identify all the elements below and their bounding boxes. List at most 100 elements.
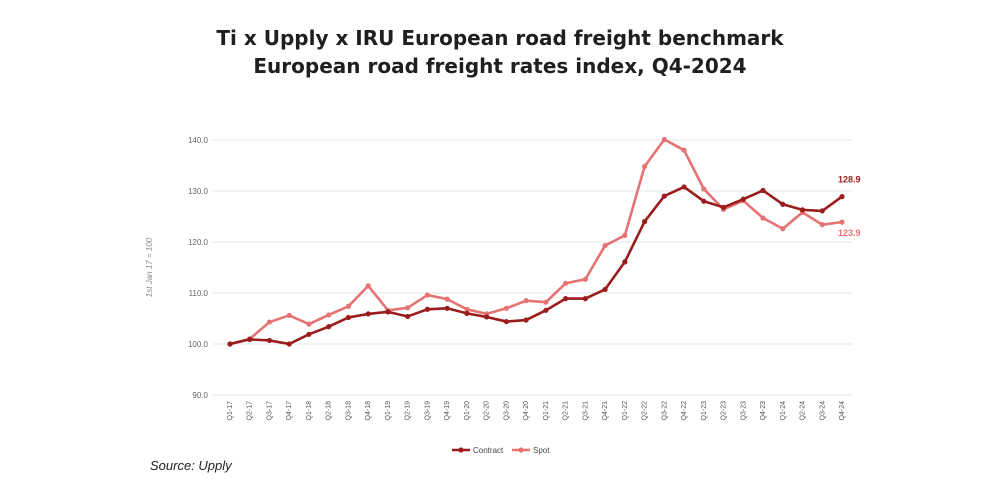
data-point-spot — [405, 305, 411, 311]
end-label-spot: 123.9 — [838, 228, 861, 238]
data-point-spot — [563, 280, 569, 286]
x-tick-label: Q3-20 — [503, 401, 510, 421]
data-point-spot — [681, 147, 687, 153]
y-tick-label: 120.0 — [188, 238, 209, 247]
data-point-spot — [641, 163, 648, 170]
data-point-contract — [326, 324, 332, 330]
data-point-spot — [819, 222, 825, 228]
x-tick-label: Q4-18 — [365, 401, 372, 421]
x-tick-label: Q1-20 — [464, 401, 471, 421]
data-point-contract — [503, 318, 509, 325]
legend-label-contract: Contract — [473, 446, 504, 455]
data-point-contract — [780, 201, 786, 207]
data-point-spot — [503, 305, 509, 311]
x-tick-label: Q1-17 — [227, 401, 234, 421]
x-tick-label: Q3-17 — [266, 401, 273, 421]
data-point-spot — [345, 303, 352, 309]
data-point-contract — [227, 341, 233, 347]
series-line-spot — [229, 138, 843, 346]
data-point-contract — [602, 286, 608, 293]
x-tick-label: Q1-22 — [622, 401, 629, 421]
x-tick-label: Q4-23 — [760, 401, 767, 421]
x-tick-label: Q1-21 — [543, 401, 550, 421]
data-point-contract — [444, 305, 450, 311]
x-tick-label: Q4-22 — [681, 401, 688, 421]
y-tick-label: 90.0 — [192, 391, 208, 400]
data-point-spot — [523, 298, 529, 304]
x-tick-label: Q2-24 — [800, 401, 807, 421]
data-point-contract — [306, 331, 312, 337]
data-point-spot — [701, 186, 707, 192]
x-tick-label: Q2-19 — [405, 401, 412, 421]
data-point-spot — [326, 312, 332, 318]
x-tick-label: Q1-18 — [306, 401, 313, 421]
x-tick-label: Q2-17 — [247, 401, 254, 421]
chart-title-line1: Ti x Upply x IRU European road freight b… — [216, 26, 784, 50]
data-point-contract — [582, 296, 588, 302]
x-tick-label: Q3-23 — [740, 401, 747, 421]
x-tick-label: Q1-23 — [701, 401, 708, 421]
data-point-contract — [523, 317, 529, 323]
data-point-spot — [365, 283, 371, 289]
data-point-spot — [602, 242, 608, 249]
x-tick-label: Q4-19 — [444, 401, 451, 421]
data-point-contract — [385, 309, 391, 315]
series-line-contract — [229, 185, 843, 346]
x-tick-label: Q4-21 — [602, 401, 609, 421]
x-tick-label: Q3-19 — [424, 401, 431, 421]
x-tick-label: Q3-18 — [345, 401, 352, 421]
legend-marker-contract — [458, 447, 464, 453]
data-point-contract — [661, 193, 667, 199]
data-point-contract — [464, 310, 470, 316]
x-tick-label: Q3-24 — [819, 401, 826, 421]
data-point-contract — [266, 337, 273, 344]
data-point-contract — [839, 194, 845, 200]
y-tick-label: 130.0 — [188, 187, 209, 196]
data-point-spot — [464, 306, 470, 312]
data-point-contract — [365, 311, 371, 317]
legend-marker-spot — [518, 447, 524, 453]
data-point-spot — [444, 296, 450, 302]
data-point-spot — [780, 226, 786, 232]
data-point-spot — [286, 312, 292, 319]
x-tick-label: Q4-20 — [523, 401, 530, 421]
x-tick-label: Q2-18 — [326, 401, 333, 421]
end-label-contract: 128.9 — [838, 175, 861, 185]
x-tick-label: Q2-23 — [721, 401, 728, 421]
data-point-contract — [819, 208, 825, 214]
data-point-spot — [661, 136, 667, 143]
data-point-contract — [543, 307, 549, 313]
y-tick-label: 140.0 — [188, 136, 209, 145]
x-tick-label: Q2-21 — [563, 401, 570, 421]
x-tick-label: Q2-22 — [642, 401, 649, 421]
data-point-spot — [543, 299, 549, 305]
data-point-contract — [424, 306, 431, 312]
data-point-spot — [306, 321, 312, 327]
data-point-spot — [839, 219, 845, 225]
data-point-contract — [740, 196, 746, 202]
data-point-contract — [247, 336, 253, 343]
data-point-contract — [345, 314, 352, 321]
data-point-contract — [799, 207, 806, 213]
x-tick-label: Q3-21 — [582, 401, 589, 421]
data-point-spot — [266, 319, 273, 325]
data-point-contract — [681, 184, 687, 190]
source-note: Source: Upply — [150, 458, 232, 473]
y-axis-label: 1st Jan 17 = 100 — [145, 237, 154, 297]
data-point-spot — [582, 276, 588, 282]
x-tick-label: Q1-19 — [385, 401, 392, 421]
legend-label-spot: Spot — [533, 446, 550, 455]
data-point-spot — [622, 232, 628, 238]
data-point-contract — [701, 198, 707, 204]
x-tick-label: Q2-20 — [484, 401, 491, 421]
data-point-contract — [405, 313, 411, 320]
chart-title-line2: European road freight rates index, Q4-20… — [253, 54, 747, 78]
y-tick-label: 110.0 — [189, 289, 209, 298]
data-point-spot — [424, 292, 431, 298]
data-point-contract — [641, 219, 648, 225]
data-point-contract — [622, 259, 628, 265]
x-tick-label: Q4-17 — [286, 401, 293, 421]
data-point-contract — [484, 314, 490, 320]
y-tick-label: 100.0 — [188, 340, 209, 349]
